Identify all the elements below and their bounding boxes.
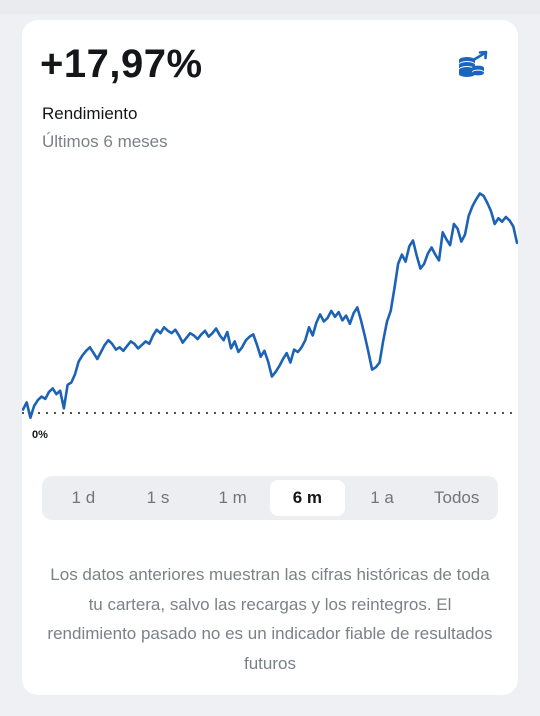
performance-label: Rendimiento (42, 104, 138, 123)
range-tab-4[interactable]: 1 a (370, 488, 394, 507)
range-tab-1[interactable]: 1 s (146, 488, 170, 507)
performance-card: +17,97% Rendimiento Últimos 6 meses 0% 1… (22, 20, 518, 695)
range-tab-0[interactable]: 1 d (71, 488, 96, 507)
range-tab-3[interactable]: 6 m (270, 480, 345, 516)
disclaimer-text: Los datos anteriores muestran las cifras… (47, 565, 493, 673)
performance-value: +17,97% (40, 42, 203, 86)
top-strip (0, 0, 540, 14)
range-tab-5[interactable]: Todos (434, 488, 480, 507)
period-label: Últimos 6 meses (42, 132, 168, 151)
range-tab-2[interactable]: 1 m (218, 488, 247, 507)
zero-baseline-label: 0% (32, 429, 48, 441)
range-selector: 1 d 1 s 1 m 6 m 1 a Todos (42, 476, 498, 520)
performance-chart (22, 192, 518, 419)
series-line (22, 192, 518, 419)
coins-growth-icon[interactable] (456, 50, 490, 82)
